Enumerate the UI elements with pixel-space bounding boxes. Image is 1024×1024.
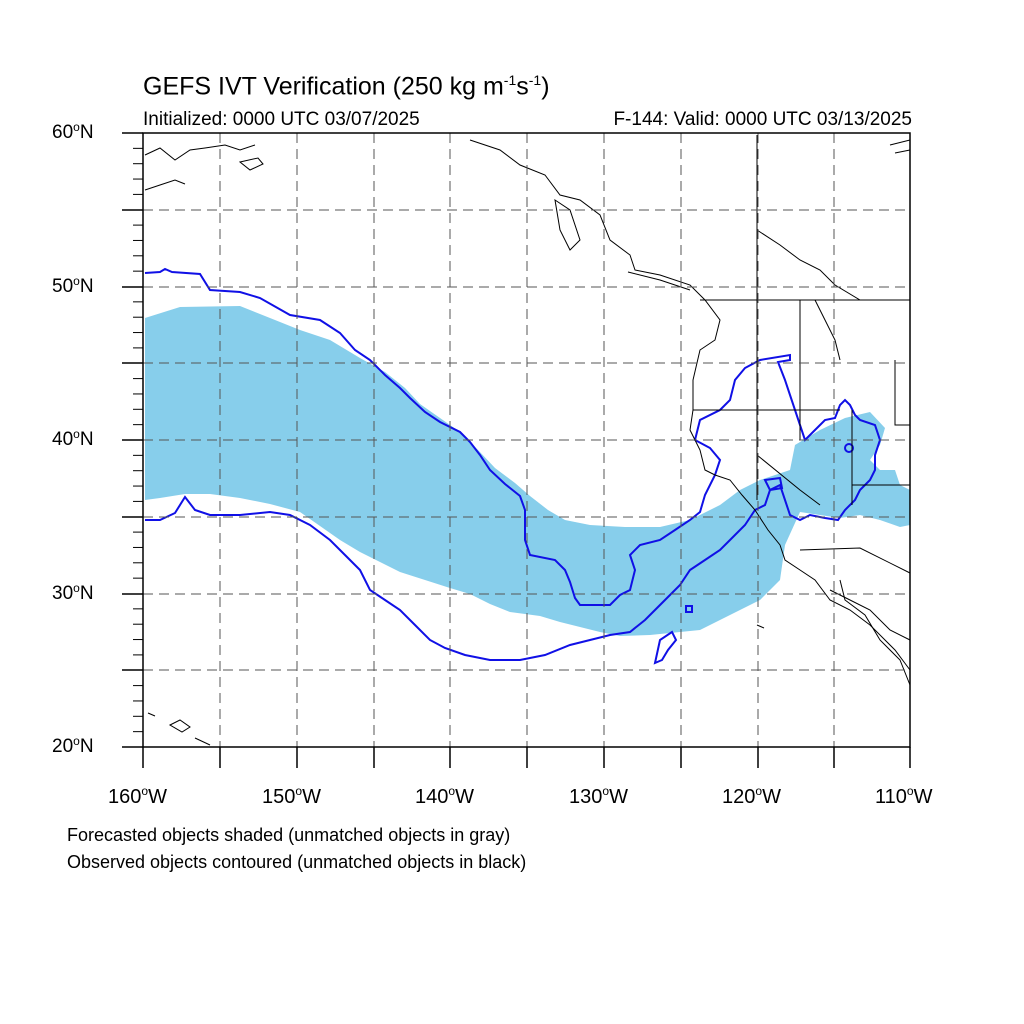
lon-label-130: 130oW xyxy=(569,784,628,808)
coastlines xyxy=(144,135,911,746)
forecast-ivt-object xyxy=(145,306,910,636)
observed-ivt-contour-small-4 xyxy=(763,476,784,492)
title-end: ) xyxy=(541,72,550,101)
lon-label-120: 120oW xyxy=(722,784,781,808)
lat-label-60: 60oN xyxy=(52,120,94,143)
title-sup1: -1 xyxy=(503,72,517,88)
initialized-time: Initialized: 0000 UTC 03/07/2025 xyxy=(143,109,420,130)
chart-title: GEFS IVT Verification (250 kg m-1s-1) xyxy=(143,72,550,101)
minor-tick-marks xyxy=(133,147,143,733)
lon-label-160: 160oW xyxy=(108,784,167,808)
observed-ivt-contour-small-1 xyxy=(653,630,678,665)
observed-ivt-contour-small-2 xyxy=(685,605,693,613)
valid-time: F-144: Valid: 0000 UTC 03/13/2025 xyxy=(613,109,912,130)
lon-label-140: 140oW xyxy=(415,784,474,808)
title-mid: s xyxy=(516,72,529,101)
tick-marks xyxy=(122,132,911,768)
note-forecast: Forecasted objects shaded (unmatched obj… xyxy=(67,825,511,845)
lon-label-110: 110oW xyxy=(875,784,933,808)
note-observed: Observed objects contoured (unmatched ob… xyxy=(67,852,527,872)
lat-label-50: 50oN xyxy=(52,274,94,297)
lat-label-30: 30oN xyxy=(52,581,94,604)
lat-label-40: 40oN xyxy=(52,427,94,450)
lat-label-20: 20oN xyxy=(52,734,94,757)
title-main: GEFS IVT Verification (250 kg m xyxy=(143,72,504,101)
observed-ivt-contour-small-3 xyxy=(844,443,854,453)
gridlines xyxy=(143,133,910,747)
lon-label-150: 150oW xyxy=(262,784,321,808)
title-sup2: -1 xyxy=(528,72,542,88)
observed-ivt-contour-main xyxy=(144,267,882,661)
